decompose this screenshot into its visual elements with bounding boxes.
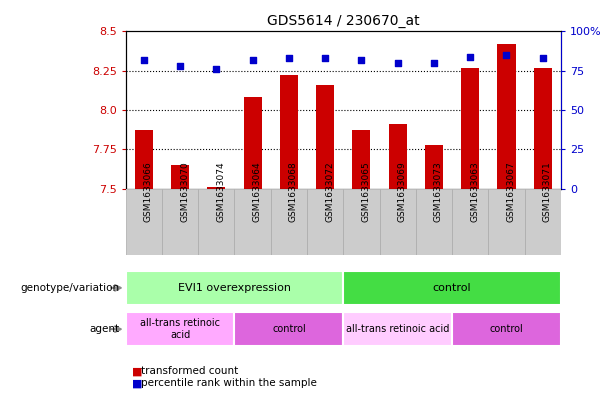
Bar: [534, 68, 552, 189]
Point: [429, 60, 439, 66]
Point: [538, 55, 547, 61]
Text: EVI1 overexpression: EVI1 overexpression: [178, 283, 291, 293]
Text: control: control: [490, 324, 524, 334]
FancyBboxPatch shape: [343, 189, 379, 255]
FancyBboxPatch shape: [198, 189, 234, 255]
Text: agent: agent: [89, 324, 120, 334]
FancyBboxPatch shape: [525, 189, 561, 255]
Text: control: control: [272, 324, 306, 334]
Point: [357, 57, 367, 63]
FancyBboxPatch shape: [126, 312, 234, 346]
Point: [248, 57, 257, 63]
Point: [320, 55, 330, 61]
Bar: [461, 68, 479, 189]
FancyBboxPatch shape: [452, 312, 561, 346]
Text: all-trans retinoic
acid: all-trans retinoic acid: [140, 318, 220, 340]
Text: ■: ■: [132, 378, 142, 388]
Text: ■: ■: [132, 366, 142, 376]
Bar: [207, 187, 226, 189]
Point: [393, 60, 403, 66]
Text: percentile rank within the sample: percentile rank within the sample: [141, 378, 317, 388]
Text: GSM1633066: GSM1633066: [144, 162, 153, 222]
Point: [139, 57, 149, 63]
FancyBboxPatch shape: [307, 189, 343, 255]
FancyBboxPatch shape: [126, 271, 343, 305]
FancyBboxPatch shape: [126, 189, 162, 255]
Point: [175, 63, 185, 69]
Text: GSM1633073: GSM1633073: [434, 162, 443, 222]
Bar: [243, 97, 262, 189]
Bar: [171, 165, 189, 189]
Text: GSM1633069: GSM1633069: [398, 162, 406, 222]
Bar: [497, 44, 516, 189]
Text: GSM1633070: GSM1633070: [180, 162, 189, 222]
FancyBboxPatch shape: [452, 189, 489, 255]
Text: control: control: [433, 283, 471, 293]
Text: GSM1633071: GSM1633071: [543, 162, 552, 222]
Text: GSM1633067: GSM1633067: [506, 162, 516, 222]
Title: GDS5614 / 230670_at: GDS5614 / 230670_at: [267, 14, 419, 28]
Text: transformed count: transformed count: [141, 366, 238, 376]
Point: [465, 53, 475, 60]
Bar: [425, 145, 443, 189]
Text: GSM1633068: GSM1633068: [289, 162, 298, 222]
Point: [211, 66, 221, 72]
Text: GSM1633064: GSM1633064: [253, 162, 262, 222]
Text: GSM1633065: GSM1633065: [362, 162, 370, 222]
FancyBboxPatch shape: [416, 189, 452, 255]
FancyBboxPatch shape: [489, 189, 525, 255]
Text: all-trans retinoic acid: all-trans retinoic acid: [346, 324, 449, 334]
Bar: [280, 75, 298, 189]
FancyBboxPatch shape: [271, 189, 307, 255]
Bar: [389, 124, 407, 189]
FancyBboxPatch shape: [234, 189, 271, 255]
FancyBboxPatch shape: [343, 271, 561, 305]
Text: GSM1633074: GSM1633074: [216, 162, 226, 222]
FancyBboxPatch shape: [162, 189, 198, 255]
Point: [501, 52, 511, 58]
Text: GSM1633072: GSM1633072: [325, 162, 334, 222]
FancyBboxPatch shape: [234, 312, 343, 346]
Bar: [316, 85, 334, 189]
FancyBboxPatch shape: [379, 189, 416, 255]
Bar: [135, 130, 153, 189]
Text: GSM1633063: GSM1633063: [470, 162, 479, 222]
Bar: [352, 130, 370, 189]
FancyBboxPatch shape: [343, 312, 452, 346]
Text: genotype/variation: genotype/variation: [20, 283, 120, 293]
Point: [284, 55, 294, 61]
